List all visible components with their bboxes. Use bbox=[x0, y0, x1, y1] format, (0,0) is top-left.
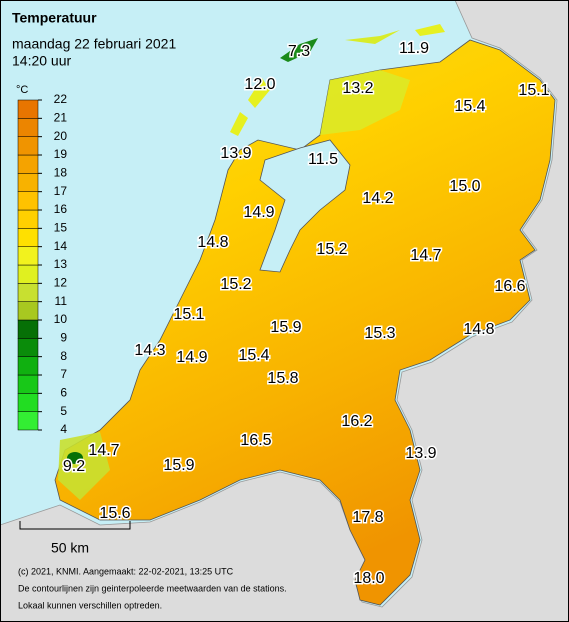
station-temperature: 14.8 bbox=[197, 234, 228, 251]
station-temperature: 17.8 bbox=[352, 509, 383, 526]
stations: 7.3 11.9 12.0 13.2 15.4 15.1 13.9 11.5 14.2 15.0 1… bbox=[61, 39, 551, 589]
date: maandag 22 februari 2021 bbox=[12, 36, 176, 52]
legend-swatch bbox=[17, 393, 39, 412]
island bbox=[248, 78, 270, 108]
legend-unit: °C bbox=[16, 84, 28, 96]
legend-tick-label: 20 bbox=[54, 129, 68, 143]
legend-swatch bbox=[17, 374, 39, 394]
station-temperature: 15.0 bbox=[449, 178, 480, 195]
legend-swatch bbox=[17, 264, 39, 284]
legend-tick-label: 19 bbox=[54, 147, 68, 161]
legend-tick-label: 10 bbox=[54, 312, 68, 326]
station-temperature: 15.4 bbox=[454, 98, 485, 115]
legend-swatch bbox=[17, 338, 39, 357]
station-temperature: 16.6 bbox=[494, 278, 525, 295]
legend-swatch bbox=[17, 411, 39, 431]
time: 14:20 uur bbox=[12, 53, 71, 69]
station-temperature: 11.9 bbox=[399, 40, 429, 57]
cold-spot bbox=[67, 452, 83, 464]
legend-swatch bbox=[17, 283, 39, 302]
legend-tick-label: 22 bbox=[54, 92, 68, 106]
legend-tick-label: 21 bbox=[54, 111, 68, 125]
footer-line: Lokaal kunnen verschillen optreden. bbox=[18, 600, 162, 610]
station-temperature: 15.3 bbox=[364, 325, 395, 342]
legend-tick-label: 17 bbox=[54, 184, 68, 198]
island bbox=[230, 112, 248, 136]
station-temperature: 15.2 bbox=[316, 241, 347, 258]
station-temperature: 13.2 bbox=[342, 80, 373, 97]
station-temperature: 14.3 bbox=[134, 342, 165, 359]
station-temperature: 15.4 bbox=[238, 347, 269, 364]
legend-swatch bbox=[17, 209, 39, 229]
station-temperature: 14.9 bbox=[243, 204, 274, 221]
footer-line: (c) 2021, KNMI. Aangemaakt: 22-02-2021, … bbox=[18, 566, 234, 576]
legend: 4 5 6 7 8 9 10 11 12 13 14 15 16 17 18 19 20 21 22 bbox=[17, 92, 68, 436]
station-temperature: 11.5 bbox=[308, 151, 338, 168]
legend-tick-label: 12 bbox=[54, 276, 68, 290]
cool-zone bbox=[320, 70, 410, 135]
legend-swatch bbox=[17, 154, 39, 174]
legend-swatch bbox=[17, 136, 39, 156]
station-temperature: 13.9 bbox=[405, 445, 436, 462]
scale-bar bbox=[19, 521, 131, 530]
legend-swatch bbox=[17, 246, 39, 266]
legend-swatch bbox=[17, 173, 39, 192]
footer-line: De contourlijnen zijn geinterpoleerde me… bbox=[18, 583, 287, 593]
legend-tick-label: 5 bbox=[60, 404, 67, 418]
station-temperature: 15.1 bbox=[518, 82, 549, 99]
station-temperature: 16.2 bbox=[341, 413, 372, 430]
station-temperature: 14.7 bbox=[410, 247, 441, 264]
legend-swatch bbox=[17, 319, 39, 339]
legend-tick-label: 6 bbox=[60, 386, 67, 400]
station-temperature: 15.6 bbox=[99, 505, 130, 522]
island bbox=[280, 38, 318, 62]
island bbox=[415, 24, 445, 36]
legend-tick-label: 16 bbox=[54, 202, 68, 216]
legend-swatch bbox=[17, 228, 39, 247]
station-temperature: 15.1 bbox=[173, 306, 204, 323]
station-temperature: 14.8 bbox=[463, 321, 494, 338]
legend-tick-label: 8 bbox=[60, 349, 67, 363]
station-temperature: 15.9 bbox=[163, 457, 194, 474]
legend-tick-label: 9 bbox=[60, 331, 67, 345]
station-temperature: 18.0 bbox=[353, 570, 384, 587]
station-temperature: 9.2 bbox=[63, 458, 85, 475]
station-temperature: 14.2 bbox=[362, 190, 393, 207]
station-temperature: 15.2 bbox=[220, 276, 251, 293]
title: Temperatuur bbox=[12, 10, 97, 26]
legend-swatch bbox=[17, 301, 39, 321]
station-temperature: 14.9 bbox=[176, 349, 207, 366]
station-temperature: 15.9 bbox=[270, 319, 301, 336]
legend-tick-label: 18 bbox=[54, 166, 68, 180]
legend-swatch bbox=[17, 118, 39, 137]
scale-label: 50 km bbox=[51, 540, 89, 556]
station-temperature: 7.3 bbox=[288, 43, 310, 60]
island bbox=[345, 30, 400, 44]
legend-tick-label: 4 bbox=[60, 422, 67, 436]
station-temperature: 16.5 bbox=[240, 432, 271, 449]
station-temperature: 13.9 bbox=[220, 145, 251, 162]
station-temperature: 14.7 bbox=[88, 442, 119, 459]
station-temperature: 15.8 bbox=[267, 370, 298, 387]
legend-tick-label: 15 bbox=[54, 221, 68, 235]
legend-tick-label: 13 bbox=[54, 257, 68, 271]
legend-tick-label: 11 bbox=[55, 294, 68, 308]
ijsselmeer bbox=[259, 139, 351, 273]
station-temperature: 12.0 bbox=[244, 76, 275, 93]
legend-tick-label: 7 bbox=[60, 367, 67, 381]
legend-swatch bbox=[17, 191, 39, 211]
legend-swatch bbox=[17, 99, 39, 119]
legend-swatch bbox=[17, 356, 39, 376]
legend-tick-label: 14 bbox=[54, 239, 68, 253]
cool-zone bbox=[58, 432, 110, 500]
